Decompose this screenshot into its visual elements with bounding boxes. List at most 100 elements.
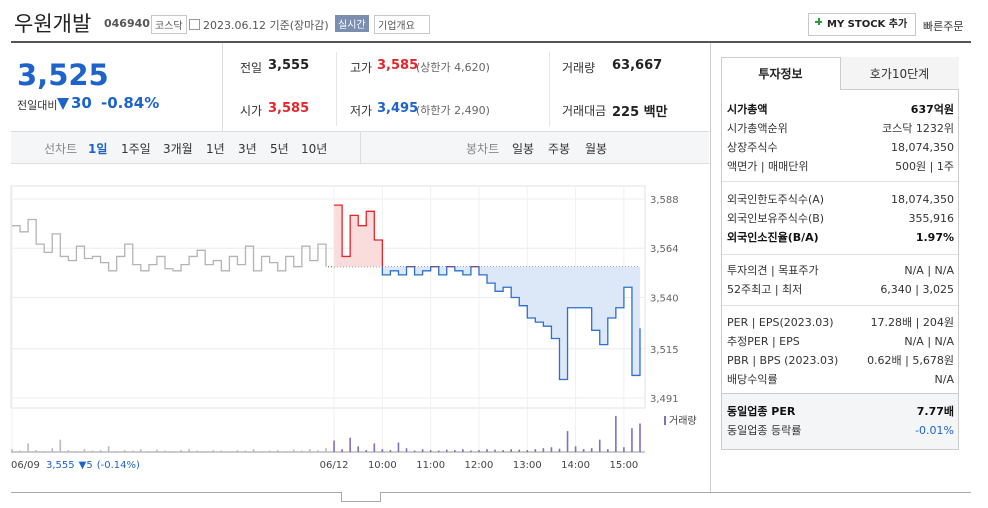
volume-bar (582, 449, 585, 452)
volume-bar (558, 448, 561, 452)
period-tab[interactable]: 10년 (301, 142, 328, 156)
stat-label: 고가 (350, 61, 373, 75)
volume-bar (83, 449, 86, 452)
volume-bar (27, 443, 29, 452)
price-line (12, 218, 327, 272)
volume-label: 거래량 (669, 415, 697, 427)
volume-bar (51, 448, 54, 452)
info-value: 18,074,350 (891, 193, 954, 206)
prev-pct: (-0.14%) (97, 460, 140, 471)
volume-bar (413, 450, 416, 452)
quick-order[interactable]: 빠른주문 (923, 20, 964, 33)
side-row: 상장주식수 18,074,350 (727, 138, 954, 157)
side-row: PER | EPS(2023.03) 17.28배 | 204원 (727, 313, 954, 332)
x-tick-label: 06/12 (320, 460, 349, 471)
period-tab[interactable]: 1주일 (121, 142, 151, 156)
x-tick-label: 15:00 (609, 460, 638, 471)
side-row: 추정PER | EPS N/A | N/A (727, 332, 954, 351)
divider (222, 43, 223, 131)
volume-bar (59, 439, 62, 452)
info-label: PBR | BPS (2023.03) (727, 354, 839, 367)
volume-bar (470, 450, 472, 452)
volume-bar (333, 440, 335, 452)
volume-bar (188, 449, 190, 452)
period-tab[interactable]: 1년 (206, 142, 225, 156)
volume-bar (252, 449, 255, 452)
down-arrow: ▼ (79, 460, 87, 471)
volume-bar (35, 450, 37, 452)
side-row: 액면가 | 매매단위 500원 | 1주 (727, 157, 954, 176)
stat-extra: (상한가 4,620) (416, 61, 490, 74)
info-label: 추정PER | EPS (727, 335, 800, 348)
volume-bar (228, 451, 231, 452)
x-tick-label: 10:00 (368, 460, 397, 471)
period-tab[interactable]: 3년 (238, 142, 257, 156)
sector-bg (721, 393, 959, 450)
volume-bar (341, 449, 343, 452)
info-label: 동일업종 등락률 (727, 424, 802, 437)
stat-label: 거래량 (562, 61, 596, 75)
period-tab[interactable]: 3개월 (163, 142, 193, 156)
volume-bar (542, 448, 545, 452)
volume-bar (397, 442, 400, 452)
volume-bar (244, 450, 247, 452)
volume-bar (534, 449, 537, 452)
volume-bar (631, 428, 633, 452)
candle-tab[interactable]: 주봉 (548, 142, 571, 156)
volume-bar (421, 449, 424, 452)
mystock-button[interactable]: MY STOCK 추가 (808, 13, 917, 36)
y-tick-label: 3,491 (650, 394, 679, 405)
side-tab[interactable]: 투자정보 (758, 67, 803, 81)
volume-bar (204, 451, 207, 452)
current-price: 3,525 (17, 58, 109, 92)
candle-tab[interactable]: 월봉 (585, 142, 608, 156)
collapse-button[interactable] (341, 492, 381, 502)
prev-price: 3,555 (46, 460, 75, 471)
side-rule (722, 305, 958, 306)
y-tick-label: 3,564 (650, 244, 679, 255)
info-value: N/A (934, 373, 954, 386)
side-tab[interactable]: 호가10단계 (869, 67, 930, 81)
y-tick-label: 3,515 (650, 345, 679, 356)
candle-tab[interactable]: 일봉 (512, 142, 535, 156)
volume-bar (220, 450, 223, 452)
volume-bar (156, 449, 158, 452)
volume-bar (107, 446, 110, 452)
volume-bar (389, 450, 392, 452)
chart: 3,588 3,564 3,540 3,515 3,491 06/09 06/12 10:00… (10, 185, 697, 471)
volume-bar (67, 450, 70, 452)
volume-bar (615, 415, 617, 452)
info-label: 배당수익률 (727, 373, 778, 386)
period-tab[interactable]: 5년 (270, 142, 289, 156)
side-row: 동일업종 등락률 -0.01% (727, 421, 954, 440)
volume-bar (566, 431, 569, 452)
volume-bar (99, 450, 102, 452)
info-value: 17.28배 | 204원 (870, 316, 954, 329)
period-tab[interactable]: 1일 (88, 142, 108, 156)
volume-bar (486, 449, 488, 452)
volume-bar (429, 450, 432, 452)
chart-bottom-rule (11, 492, 971, 493)
divider (710, 43, 711, 493)
volume-bar (357, 446, 360, 452)
stat-label: 저가 (350, 104, 373, 118)
stat-value: 3,585 (377, 58, 419, 73)
header-rule (11, 41, 971, 43)
volume-bar (172, 451, 174, 452)
overview-button[interactable]: 기업개요 (374, 15, 430, 34)
change-value: 30 (71, 94, 92, 112)
change-pct: -0.84% (101, 94, 160, 112)
volume-bar (131, 450, 134, 452)
stock-name: 우원개발 (14, 12, 92, 36)
info-label: 외국인보유주식수(B) (727, 212, 825, 225)
volume-bar (574, 446, 577, 452)
volume-bar (639, 423, 641, 452)
plus-icon (815, 18, 822, 25)
side-row: 시가총액 637억원 (727, 100, 954, 119)
info-value: 500원 | 1주 (895, 160, 954, 173)
info-value: 0.62배 | 5,678원 (867, 354, 954, 367)
info-value: 18,074,350 (891, 141, 954, 154)
side-row: 투자의견 | 목표주가 N/A | N/A (727, 261, 954, 280)
volume-bar (236, 450, 239, 452)
